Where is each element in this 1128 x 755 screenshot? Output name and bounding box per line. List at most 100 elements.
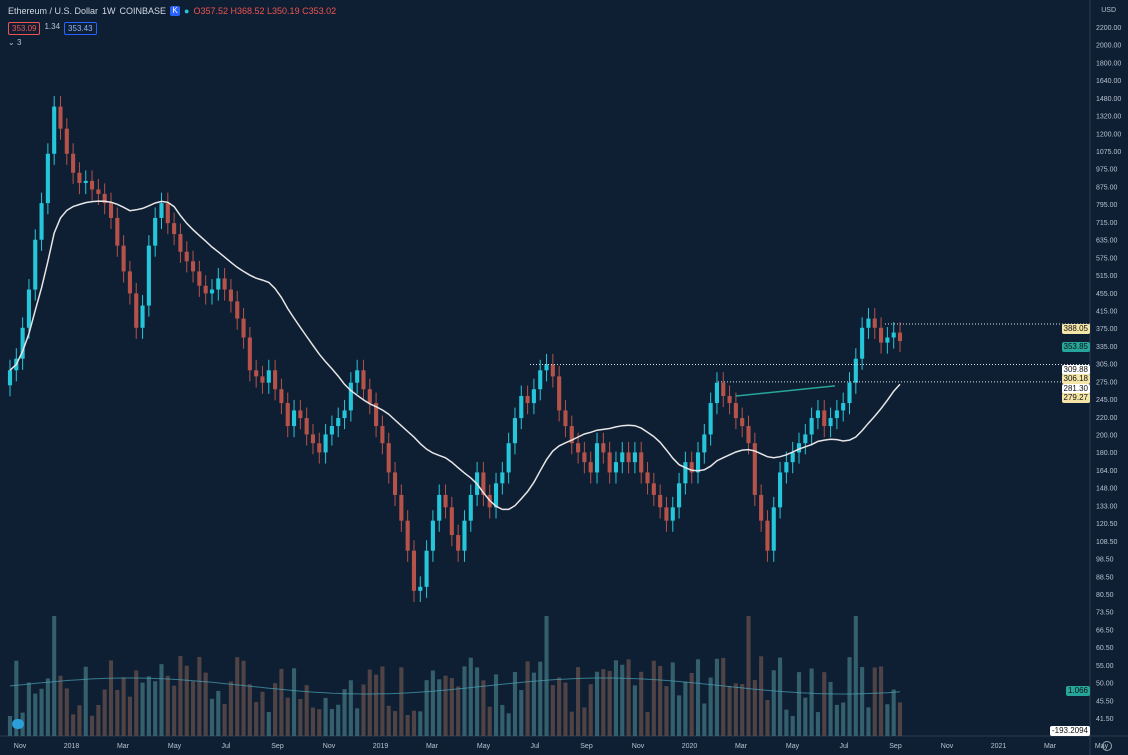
y-tick-label: 41.50 — [1096, 716, 1114, 723]
volume-bar — [601, 669, 606, 736]
spread-value: 1.34 — [44, 22, 61, 31]
candle — [33, 239, 38, 290]
sell-button[interactable]: 353.09 — [8, 22, 41, 35]
volume-bar — [298, 699, 303, 736]
volume-bar — [209, 698, 215, 736]
volume-bar — [241, 660, 246, 736]
volume-bar — [96, 704, 101, 736]
volume-bar — [380, 666, 385, 736]
y-tick-label: 245.00 — [1096, 397, 1118, 404]
volume-bar — [424, 680, 429, 736]
candle — [247, 337, 252, 371]
volume-bar — [708, 677, 713, 736]
volume-bar — [695, 659, 701, 736]
candle — [342, 410, 347, 419]
y-tick-label: 1640.00 — [1096, 78, 1121, 85]
volume-bar — [140, 682, 145, 736]
volume-bar — [310, 707, 316, 736]
candle — [778, 472, 783, 508]
y-tick-label: 2200.00 — [1096, 25, 1121, 32]
candle — [285, 403, 290, 427]
volume-bar — [727, 685, 732, 736]
candle — [796, 443, 802, 453]
volume-bar — [71, 714, 76, 736]
candle — [20, 327, 25, 359]
settings-icon[interactable] — [1102, 741, 1112, 751]
candle — [891, 332, 896, 338]
indicator-toggle[interactable]: ⌄ 3 — [8, 38, 21, 47]
moving-average-line — [9, 200, 901, 511]
candle — [367, 389, 372, 404]
volume-bar — [841, 702, 846, 736]
volume-bar — [784, 709, 789, 736]
y-tick-label: 73.50 — [1096, 610, 1114, 617]
volume-bar — [437, 679, 442, 736]
candle — [557, 376, 562, 411]
candle — [184, 251, 189, 262]
volume-bar — [190, 681, 196, 736]
volume-bar — [658, 665, 663, 736]
volume-bar — [544, 616, 549, 736]
volume-bar — [399, 667, 404, 736]
candle — [348, 382, 353, 411]
candle — [879, 327, 884, 343]
candle — [71, 153, 76, 173]
volume-bar — [14, 660, 19, 736]
candle — [178, 234, 183, 252]
volume-bar — [411, 710, 417, 736]
y-tick-label: 164.00 — [1096, 468, 1118, 475]
volume-bar — [563, 682, 568, 736]
volume-bar — [392, 711, 398, 736]
buy-button[interactable]: 353.43 — [64, 22, 97, 35]
x-tick-label: 2021 — [991, 743, 1007, 750]
volume-bar — [153, 681, 158, 736]
volume-bar — [90, 715, 95, 736]
x-tick-label: Mar — [426, 743, 439, 750]
y-tick-label: 148.00 — [1096, 486, 1118, 493]
volume-bar — [102, 689, 107, 736]
y-tick-label: 66.50 — [1096, 627, 1114, 634]
volume-bar — [822, 672, 827, 736]
volume-bar — [197, 656, 202, 736]
candle — [418, 586, 423, 591]
volume-bar — [7, 716, 13, 736]
candle — [279, 389, 284, 404]
candle — [329, 426, 334, 435]
x-tick-label: Nov — [14, 743, 27, 750]
volume-bar — [512, 671, 518, 736]
candle — [601, 443, 606, 453]
candle — [83, 180, 88, 184]
candle — [588, 462, 593, 473]
candle — [683, 462, 688, 484]
interval-label[interactable]: 1W — [102, 6, 116, 16]
candle — [872, 318, 877, 328]
volume-bar — [796, 672, 802, 736]
volume-bar — [500, 704, 505, 736]
y-tick-label: 715.00 — [1096, 220, 1118, 227]
cloud-icon[interactable] — [12, 719, 24, 729]
candle — [841, 403, 846, 411]
candle — [266, 370, 271, 383]
candle — [146, 245, 151, 306]
volume-bar — [77, 705, 82, 736]
candle — [822, 410, 827, 427]
candle — [317, 443, 322, 453]
volume-bar — [361, 684, 366, 736]
candle — [304, 418, 309, 435]
candle — [121, 245, 126, 272]
y-tick-label: 575.00 — [1096, 255, 1118, 262]
candle — [632, 452, 637, 463]
y-tick-label: 415.00 — [1096, 308, 1118, 315]
candle — [374, 403, 379, 427]
volume-bar — [847, 657, 852, 736]
candle — [241, 318, 246, 338]
candle — [361, 370, 366, 390]
candle — [481, 472, 486, 495]
x-tick-label: Mar — [735, 743, 748, 750]
candle — [336, 418, 341, 427]
y-tick-label: 515.00 — [1096, 273, 1118, 280]
volume-bar — [203, 672, 208, 736]
volume-bar — [891, 689, 896, 736]
